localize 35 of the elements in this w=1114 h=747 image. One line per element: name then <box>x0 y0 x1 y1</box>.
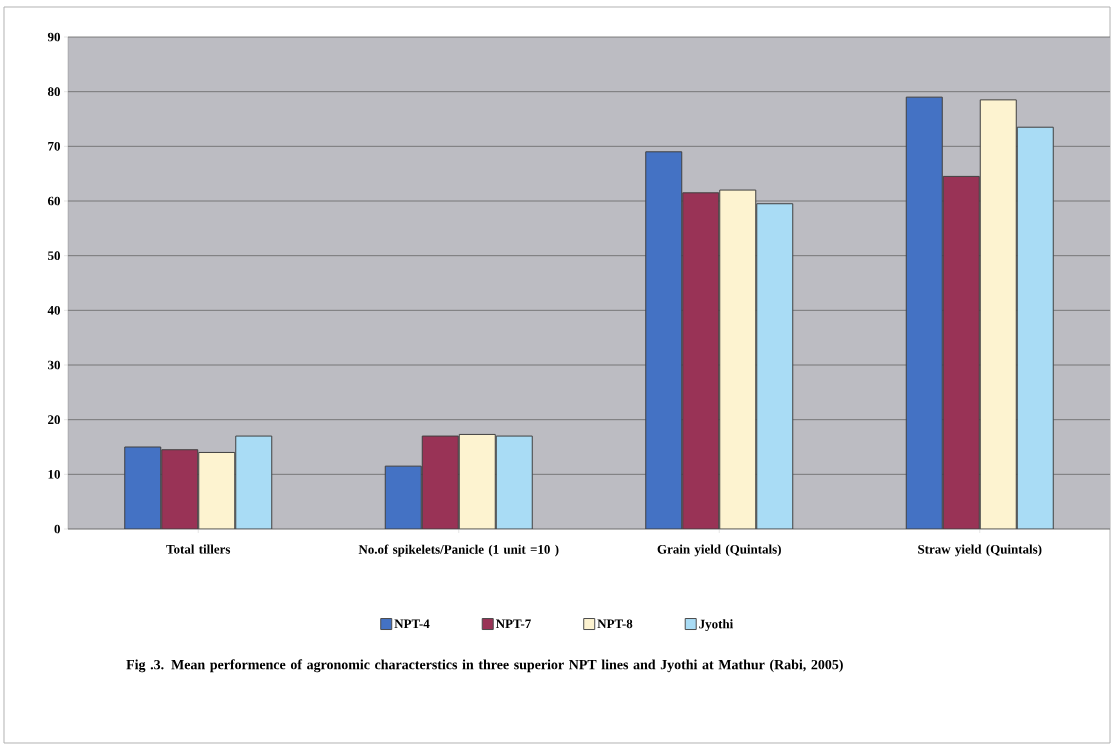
y-tick-label: 0 <box>54 524 60 534</box>
y-tick-label: 90 <box>47 32 60 42</box>
bar <box>458 433 496 529</box>
bar <box>682 192 720 529</box>
y-tick-label: 50 <box>48 251 60 261</box>
x-tick-label: Grain yield (Quintals) <box>657 544 781 557</box>
legend-label: NPT-8 <box>597 619 633 629</box>
bar <box>495 435 533 529</box>
y-tick-label: 60 <box>47 196 60 206</box>
bar <box>756 203 794 529</box>
y-tick-label: 30 <box>48 360 60 370</box>
bar <box>421 435 459 529</box>
y-tick-label: 20 <box>48 415 60 425</box>
x-tick-label: Total tillers <box>166 544 231 554</box>
y-tick-label: 70 <box>48 141 60 151</box>
y-tick-label: 80 <box>47 87 60 97</box>
legend-label: NPT-4 <box>394 619 430 629</box>
bar <box>1016 126 1054 529</box>
bar <box>719 189 757 529</box>
bar <box>905 96 943 529</box>
bar <box>942 175 980 529</box>
bar <box>645 151 683 529</box>
bar <box>384 465 422 529</box>
text: Fig .3. Mean performence of agronomic characterstics in three superior NPT lines and Jyothi at Mathur (Rabi, 2005) <box>126 659 843 673</box>
bar <box>979 99 1017 529</box>
bar <box>235 435 273 529</box>
x-tick-label: Straw yield (Quintals) <box>918 544 1042 557</box>
legend-label: Jyothi <box>699 619 734 632</box>
y-tick-label: 40 <box>47 305 60 315</box>
bar <box>198 451 236 529</box>
legend-label: NPT-7 <box>495 619 531 629</box>
x-tick-label: No.of spikelets/Panicle (1 unit =10 ) <box>358 544 559 557</box>
y-tick-label: 10 <box>48 469 60 479</box>
bar <box>124 446 162 529</box>
bar <box>161 449 199 529</box>
